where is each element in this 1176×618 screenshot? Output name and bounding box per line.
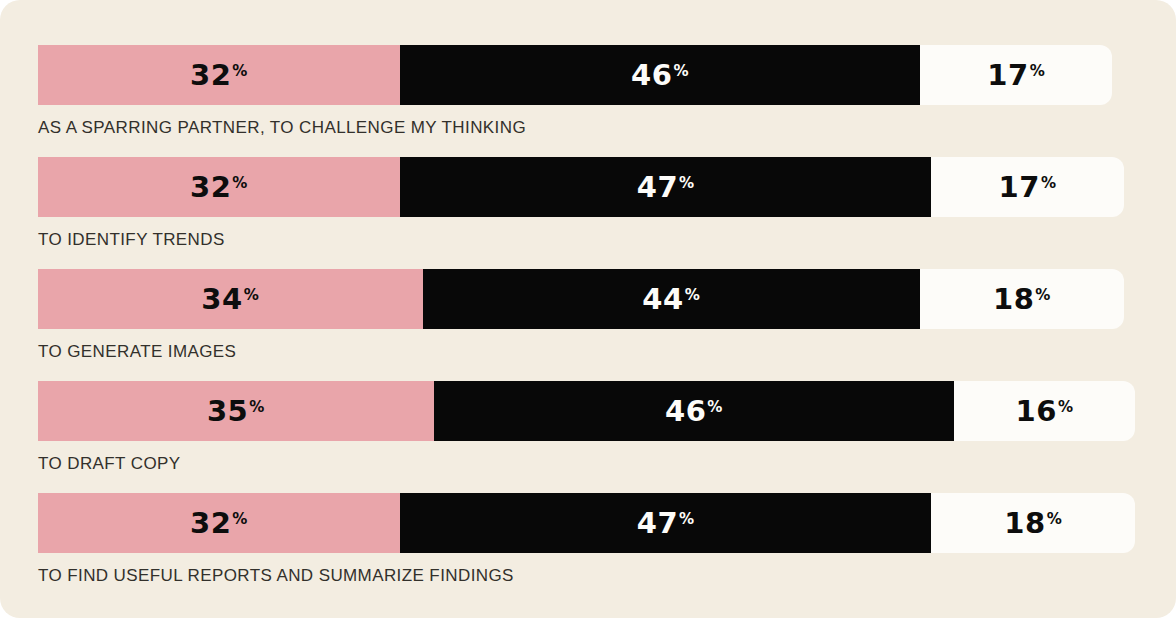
segment-value-label: 16% [1016,394,1074,428]
segment-value-label: 46% [631,58,689,92]
segment-value-label: 44% [642,282,700,316]
bar-row: 32% 47% 18% TO FIND USEFUL REPORTS AND SUMM… [38,493,1176,587]
bar-row: 34% 44% 18% TO GENERATE IMAGES [38,269,1176,363]
segment-value-label: 46% [665,394,723,428]
segment-value-label: 47% [637,506,695,540]
bar-segment-segment-3: 18% [920,269,1124,329]
segment-value-label: 17% [987,58,1045,92]
bar-segment-segment-1: 34% [38,269,423,329]
bar-category-label: TO IDENTIFY TRENDS [38,229,1176,251]
segment-value-label: 32% [190,506,248,540]
segment-value-label: 18% [993,282,1051,316]
bar-category-label: TO FIND USEFUL REPORTS AND SUMMARIZE FIN… [38,565,1176,587]
segment-value-label: 18% [1004,506,1062,540]
bar-category-label: TO GENERATE IMAGES [38,341,1176,363]
bar-segment-segment-2: 46% [434,381,954,441]
segment-value-label: 17% [999,170,1057,204]
bar-category-label: TO DRAFT COPY [38,453,1176,475]
bar-segment-segment-3: 17% [920,45,1112,105]
segment-value-label: 32% [190,170,248,204]
segment-value-label: 32% [190,58,248,92]
segment-value-label: 47% [637,170,695,204]
bar-segment-segment-3: 16% [954,381,1135,441]
bar-segment-segment-1: 32% [38,45,400,105]
bar-row: 32% 46% 17% AS A SPARRING PARTNER, TO CHALL… [38,45,1176,139]
bar-row: 32% 47% 17% TO IDENTIFY TRENDS [38,157,1176,251]
bar-segment-segment-1: 35% [38,381,434,441]
bar-segment-segment-3: 18% [931,493,1135,553]
stacked-bar: 32% 47% 17% [38,157,1176,217]
segment-value-label: 34% [201,282,259,316]
bar-segment-segment-2: 46% [400,45,920,105]
bar-segment-segment-2: 47% [400,493,932,553]
bar-segment-segment-1: 32% [38,493,400,553]
stacked-bar-chart: 32% 46% 17% AS A SPARRING PARTNER, TO CHALL… [38,45,1176,605]
segment-value-label: 35% [207,394,265,428]
stacked-bar: 35% 46% 16% [38,381,1176,441]
stacked-bar: 32% 47% 18% [38,493,1176,553]
bar-segment-segment-2: 47% [400,157,932,217]
bar-segment-segment-2: 44% [423,269,921,329]
chart-panel: 32% 46% 17% AS A SPARRING PARTNER, TO CHALL… [0,0,1176,618]
bar-segment-segment-1: 32% [38,157,400,217]
stacked-bar: 32% 46% 17% [38,45,1176,105]
bar-row: 35% 46% 16% TO DRAFT COPY [38,381,1176,475]
stacked-bar: 34% 44% 18% [38,269,1176,329]
bar-category-label: AS A SPARRING PARTNER, TO CHALLENGE MY T… [38,117,1176,139]
bar-segment-segment-3: 17% [931,157,1123,217]
